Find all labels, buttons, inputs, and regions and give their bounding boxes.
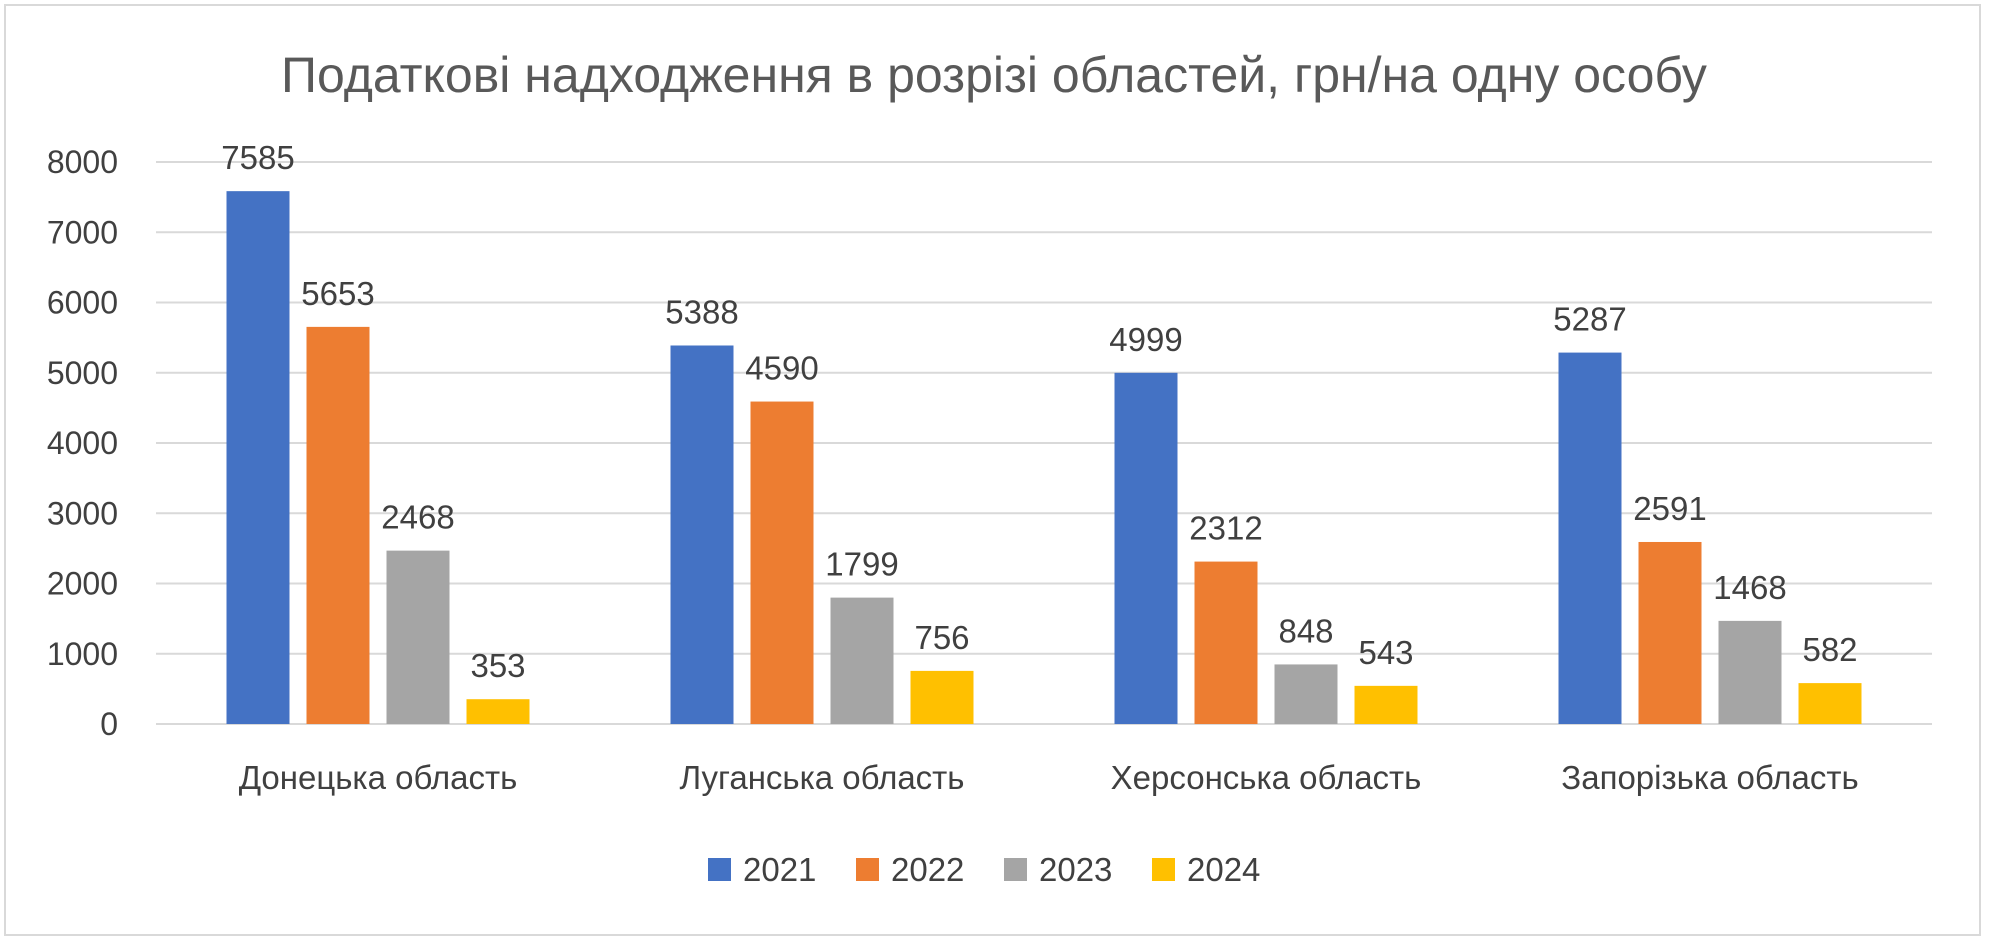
gridlines [156, 161, 1932, 725]
data-label: 2591 [1633, 490, 1706, 527]
bar [1638, 541, 1702, 724]
legend-label: 2021 [743, 851, 816, 888]
bar [466, 699, 530, 724]
y-tick-label: 3000 [47, 495, 118, 531]
bar [830, 597, 894, 724]
data-label: 543 [1358, 634, 1413, 671]
y-tick-label: 5000 [47, 355, 118, 391]
bar [1798, 683, 1862, 724]
data-label: 7585 [221, 139, 294, 176]
data-label: 582 [1802, 631, 1857, 668]
legend: 2021 2022 2023 2024 [708, 851, 1260, 888]
data-label: 2312 [1189, 510, 1262, 547]
bar [1274, 664, 1338, 724]
legend-swatch [708, 858, 731, 881]
category-label: Запорізька область [1561, 759, 1858, 796]
y-tick-label: 4000 [47, 425, 118, 461]
y-tick-label: 2000 [47, 566, 118, 602]
data-label: 4999 [1109, 321, 1182, 358]
category-label: Донецька область [239, 759, 518, 796]
chart-title: Податкові надходження в розрізі областей… [281, 47, 1707, 103]
data-label: 353 [470, 647, 525, 684]
legend-label: 2023 [1039, 851, 1112, 888]
bar [226, 191, 290, 724]
data-label: 848 [1278, 612, 1333, 649]
data-label: 2468 [381, 499, 454, 536]
bar [1194, 561, 1258, 724]
bar [750, 401, 814, 724]
legend-label: 2024 [1187, 851, 1260, 888]
data-label: 5388 [665, 293, 738, 330]
y-tick-label: 7000 [47, 214, 118, 250]
bars [226, 191, 1862, 724]
legend-swatch [1004, 858, 1027, 881]
y-axis-tick-labels: 0 1000 2000 3000 4000 5000 6000 7000 8000 [47, 144, 118, 742]
y-tick-label: 1000 [47, 636, 118, 672]
bar [386, 550, 450, 724]
category-label: Луганська область [680, 759, 965, 796]
bar [1354, 685, 1418, 724]
data-label: 1468 [1713, 569, 1786, 606]
y-tick-label: 6000 [47, 285, 118, 321]
legend-swatch [1152, 858, 1175, 881]
x-axis-category-labels: Донецька область Луганська область Херсонс… [239, 759, 1859, 796]
y-tick-label: 8000 [47, 144, 118, 180]
data-label: 5287 [1553, 301, 1626, 338]
bar [910, 670, 974, 724]
legend-label: 2022 [891, 851, 964, 888]
y-tick-label: 0 [100, 706, 118, 742]
category-label: Херсонська область [1111, 759, 1422, 796]
bar [670, 345, 734, 724]
bar [306, 326, 370, 724]
legend-swatch [856, 858, 879, 881]
bar [1558, 352, 1622, 724]
data-label: 1799 [825, 546, 898, 583]
data-label: 4590 [745, 350, 818, 387]
bar [1114, 372, 1178, 724]
bar [1718, 620, 1782, 724]
data-label: 5653 [301, 275, 374, 312]
data-label: 756 [914, 619, 969, 656]
